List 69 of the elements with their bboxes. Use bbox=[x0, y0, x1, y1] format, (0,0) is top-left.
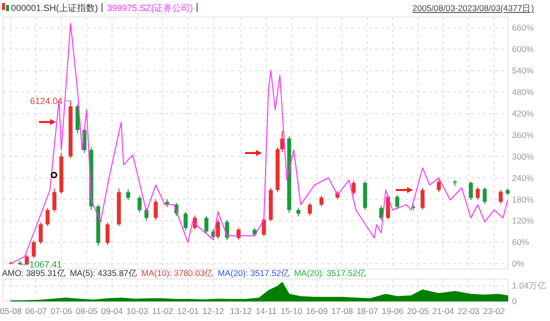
y-tick-label: 660% bbox=[512, 22, 534, 33]
y-tick-label: 120% bbox=[512, 216, 534, 226]
x-tick-label: 08-05 bbox=[76, 306, 98, 316]
y-tick-label: 60% bbox=[512, 237, 530, 248]
x-tick-label: 19-06 bbox=[382, 306, 404, 316]
candlestick bbox=[280, 130, 284, 153]
candlestick bbox=[386, 194, 390, 220]
annotation: MA(20): 3517.52亿 bbox=[218, 268, 290, 278]
y-tick-label: 480% bbox=[512, 87, 534, 98]
candlestick bbox=[204, 216, 208, 234]
y-tick-label: 300% bbox=[512, 151, 534, 162]
x-tick-label: 20-05 bbox=[407, 306, 430, 316]
x-tick-label: 11-02 bbox=[152, 306, 174, 316]
x-tick-label: 12-12 bbox=[202, 306, 224, 316]
candlestick bbox=[38, 222, 43, 244]
y-tick-label: 0 bbox=[512, 296, 517, 306]
candlestick bbox=[395, 194, 400, 210]
candlestick bbox=[319, 195, 324, 207]
x-tick-label: 22-03 bbox=[458, 306, 480, 316]
y-tick-label: 360% bbox=[512, 130, 534, 140]
chart-subtitle: 2005/08/03-2023/08/03(4377日) bbox=[412, 3, 534, 13]
x-tick-label: 21-04 bbox=[432, 306, 454, 316]
annotation: 1067.41 bbox=[29, 260, 62, 270]
candlestick bbox=[482, 187, 487, 204]
x-tick-label: 13-12 bbox=[230, 306, 252, 316]
x-tick-label: 10-03 bbox=[126, 306, 148, 316]
candlestick bbox=[236, 227, 241, 240]
x-tick-label: 06-07 bbox=[25, 306, 48, 316]
annotation: MA(5): 4335.87亿 bbox=[70, 268, 138, 278]
y-tick-label: 600% bbox=[512, 44, 534, 54]
y-tick-label: 420% bbox=[512, 108, 534, 119]
x-tick-label: 09-04 bbox=[101, 306, 124, 316]
x-tick-label: 05-08 bbox=[0, 306, 22, 316]
candlestick bbox=[106, 222, 110, 246]
candlestick bbox=[308, 202, 312, 216]
annotation: AMO: 3895.31亿 bbox=[2, 268, 66, 278]
legend-label: 000001.SH(上证指数) bbox=[11, 3, 98, 13]
y-tick-label: 180% bbox=[512, 194, 534, 204]
y-tick-label: 540% bbox=[512, 66, 534, 76]
x-tick-label: 18-07 bbox=[356, 306, 378, 316]
candlestick bbox=[46, 208, 50, 227]
x-tick-label: 16-09 bbox=[306, 306, 328, 316]
x-tick-label: 14-11 bbox=[256, 306, 278, 316]
text: 399975.SZ(证券公司) bbox=[107, 3, 194, 13]
y-tick-label: 0% bbox=[512, 258, 525, 269]
candlestick bbox=[476, 186, 480, 200]
x-tick-label: 23-02 bbox=[483, 306, 506, 316]
x-tick-label: 17-08 bbox=[331, 306, 354, 316]
candlestick bbox=[498, 190, 503, 204]
candlestick bbox=[138, 195, 142, 214]
candlestick bbox=[154, 198, 158, 221]
candlestick bbox=[352, 180, 356, 196]
x-tick-label: 15-10 bbox=[280, 306, 303, 316]
annotation: MA(10): 3780.03亿 bbox=[141, 268, 214, 278]
y-tick-label: 240% bbox=[512, 172, 534, 183]
x-tick-label: 07-06 bbox=[50, 306, 72, 316]
candlestick bbox=[420, 187, 425, 210]
candlestick bbox=[184, 211, 188, 231]
candlestick bbox=[126, 188, 130, 201]
candlestick bbox=[52, 188, 56, 212]
y-tick-label: 1.04万亿 bbox=[512, 280, 547, 291]
candlestick bbox=[379, 205, 384, 221]
x-tick-label: 12-01 bbox=[177, 306, 200, 316]
candlestick bbox=[216, 218, 220, 240]
candlestick bbox=[468, 180, 473, 201]
candlestick bbox=[436, 179, 441, 193]
annotation: MA(20): 3517.52亿 bbox=[294, 268, 366, 278]
annotation: 6124.04 bbox=[30, 96, 63, 106]
candlestick bbox=[32, 240, 36, 259]
